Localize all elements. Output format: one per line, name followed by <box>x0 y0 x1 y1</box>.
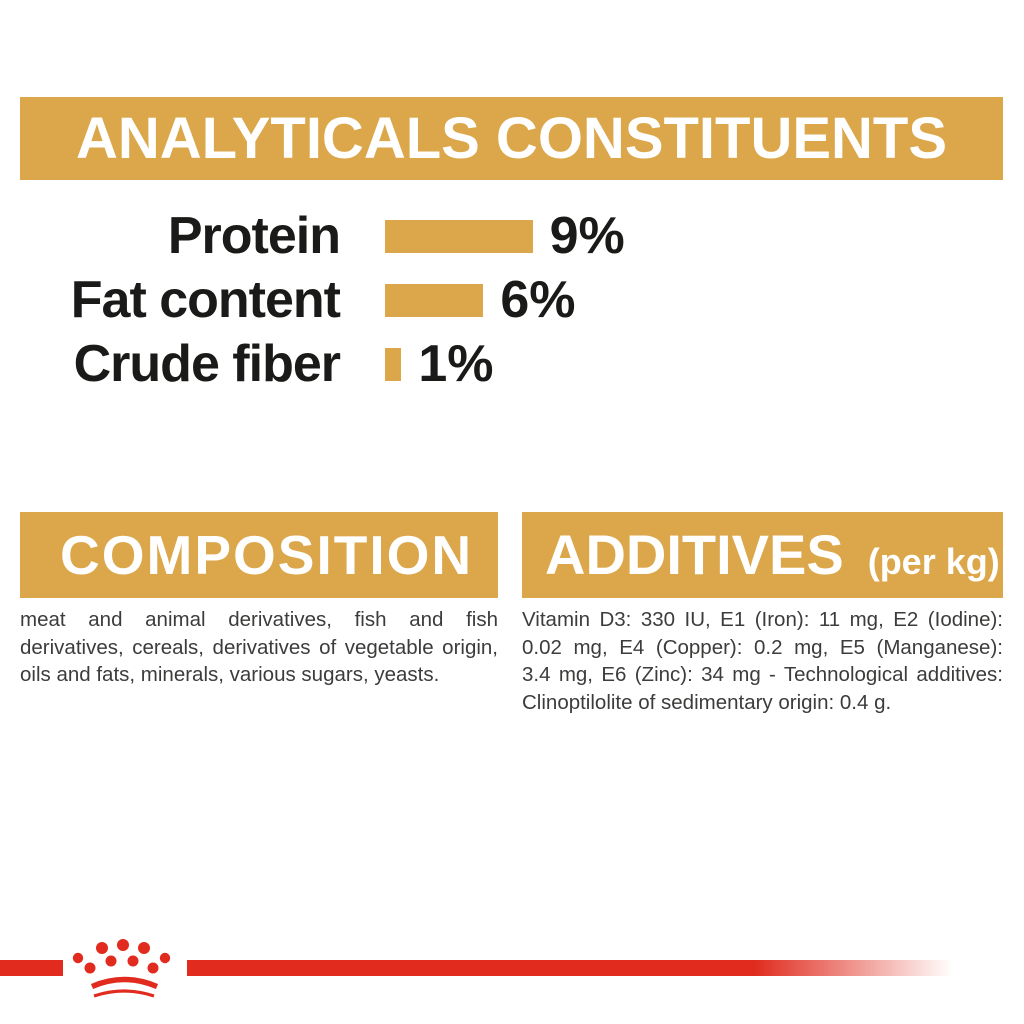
composition-line: derivatives, cereals, derivatives of veg… <box>20 635 498 659</box>
composition-body: meat and animal derivatives, fish and fi… <box>20 606 498 689</box>
composition-line: oils and fats, minerals, various sugars,… <box>20 663 440 686</box>
chart-bar <box>385 219 533 253</box>
chart-value: 1% <box>418 335 494 393</box>
composition-banner: COMPOSITION <box>20 512 498 598</box>
chart-row-protein: Protein 9% <box>0 204 1024 268</box>
chart-label: Protein <box>167 207 341 265</box>
analyticals-chart: Protein 9% Fat content 6% Crude fiber 1% <box>0 204 1024 396</box>
composition-title: COMPOSITION <box>60 523 474 586</box>
chart-row-fat-content: Fat content 6% <box>0 268 1024 332</box>
chart-value: 9% <box>549 207 625 265</box>
royal-canin-crown-logo <box>72 939 171 998</box>
chart-value: 6% <box>500 271 576 329</box>
chart-label: Fat content <box>70 271 341 329</box>
additives-line: 0.02 mg, E4 (Copper): 0.2 mg, E5 (Mangan… <box>522 635 1003 659</box>
red-divider-line-right <box>187 960 953 976</box>
additives-title: ADDITIVES <box>545 523 844 586</box>
chart-row-crude-fiber: Crude fiber 1% <box>0 332 1024 396</box>
analyticals-title: ANALYTICALS CONSTITUENTS <box>75 105 948 171</box>
chart-bar <box>385 347 402 381</box>
composition-line: meat and animal derivatives, fish and fi… <box>20 608 498 631</box>
additives-body: Vitamin D3: 330 IU, E1 (Iron): 11 mg, E2… <box>522 606 1003 716</box>
additives-line: Vitamin D3: 330 IU, E1 (Iron): 11 mg, E2… <box>522 608 1003 631</box>
red-divider-line-left <box>0 960 63 976</box>
additives-line: Clinoptilolite of sedimentary origin: 0.… <box>522 690 892 714</box>
additives-heading: ADDITIVES (per kg) <box>545 527 1000 583</box>
additives-line: 3.4 mg, E6 (Zinc): 34 mg - Technological… <box>522 663 1003 686</box>
chart-label: Crude fiber <box>73 335 341 393</box>
analyticals-banner: ANALYTICALS CONSTITUENTS <box>20 97 1003 180</box>
additives-title-suffix: (per kg) <box>867 541 1000 582</box>
additives-banner: ADDITIVES (per kg) <box>522 512 1003 598</box>
chart-bar <box>385 283 484 317</box>
